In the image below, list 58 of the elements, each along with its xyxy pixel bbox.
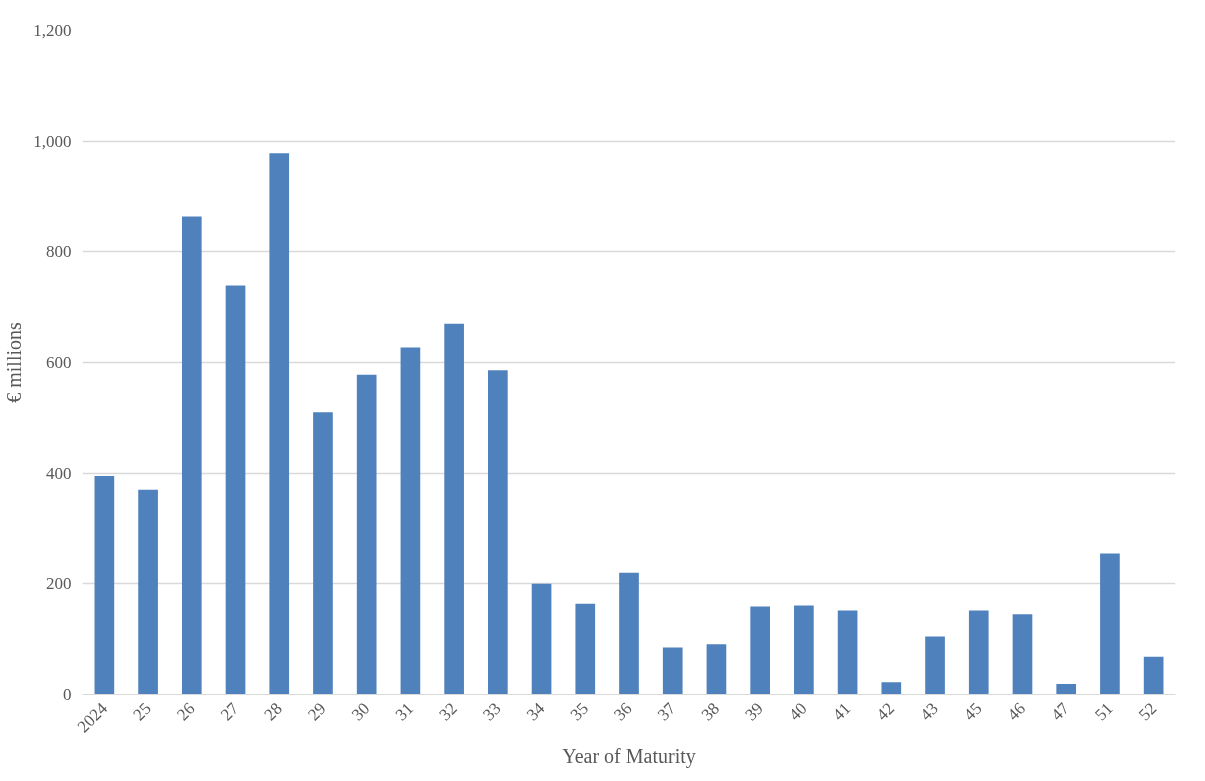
x-tick-label: 42 — [872, 698, 899, 725]
bar — [444, 323, 464, 695]
bar — [356, 374, 377, 695]
bar — [1100, 553, 1120, 695]
bar — [575, 603, 596, 695]
x-tick-label: 28 — [260, 698, 286, 725]
x-tick-label: 51 — [1091, 698, 1117, 725]
x-tick-label: 45 — [960, 698, 986, 725]
x-tick-label: 32 — [435, 698, 461, 725]
bar — [225, 285, 246, 695]
x-tick-label: 47 — [1047, 698, 1074, 725]
y-tick-label: 1,000 — [33, 131, 72, 151]
x-axis-title: Year of Maturity — [562, 745, 696, 769]
bar — [750, 606, 770, 695]
x-tick-label: 34 — [522, 698, 549, 725]
x-tick-label: 31 — [391, 698, 418, 725]
bar — [1012, 614, 1033, 695]
x-tick-label: 25 — [129, 698, 155, 725]
bar — [706, 644, 727, 695]
x-tick-label: 30 — [347, 698, 374, 725]
x-tick-label: 52 — [1134, 698, 1161, 725]
bar — [1056, 683, 1077, 695]
y-tick-label: 600 — [46, 353, 72, 372]
bar — [1143, 656, 1164, 695]
x-tick-label: 40 — [785, 698, 811, 725]
x-tick-label: 35 — [566, 698, 592, 725]
x-tick-label: 27 — [216, 698, 243, 725]
x-tick-label: 33 — [479, 698, 505, 725]
x-tick-label: 41 — [828, 698, 855, 725]
y-tick-label: 400 — [46, 463, 72, 483]
bar — [662, 647, 683, 695]
x-tick-label: 43 — [916, 698, 942, 725]
bar — [794, 605, 814, 695]
bar — [619, 572, 639, 695]
x-tick-label: 26 — [173, 698, 199, 725]
bar — [181, 216, 202, 695]
x-tick-label: 39 — [741, 698, 767, 725]
bar — [531, 583, 552, 695]
x-tick-label: 37 — [653, 698, 680, 725]
bar — [400, 347, 421, 695]
bar — [968, 610, 989, 695]
bar — [269, 153, 290, 695]
bar — [313, 412, 333, 695]
bar — [488, 370, 508, 695]
bar — [837, 610, 858, 695]
x-tick-label: 29 — [304, 698, 330, 725]
bar — [925, 636, 945, 695]
x-tick-label: 36 — [610, 698, 636, 725]
bar — [881, 682, 902, 695]
y-tick-label: 0 — [63, 685, 72, 704]
y-tick-label: 200 — [46, 574, 72, 594]
x-tick-label: 38 — [697, 698, 724, 725]
bar — [94, 475, 115, 695]
y-tick-label: 800 — [46, 242, 72, 262]
x-tick-label: 46 — [1003, 698, 1030, 725]
y-axis-title: € millions — [3, 322, 26, 403]
bar — [138, 489, 158, 695]
y-tick-label: 1,200 — [33, 21, 72, 40]
